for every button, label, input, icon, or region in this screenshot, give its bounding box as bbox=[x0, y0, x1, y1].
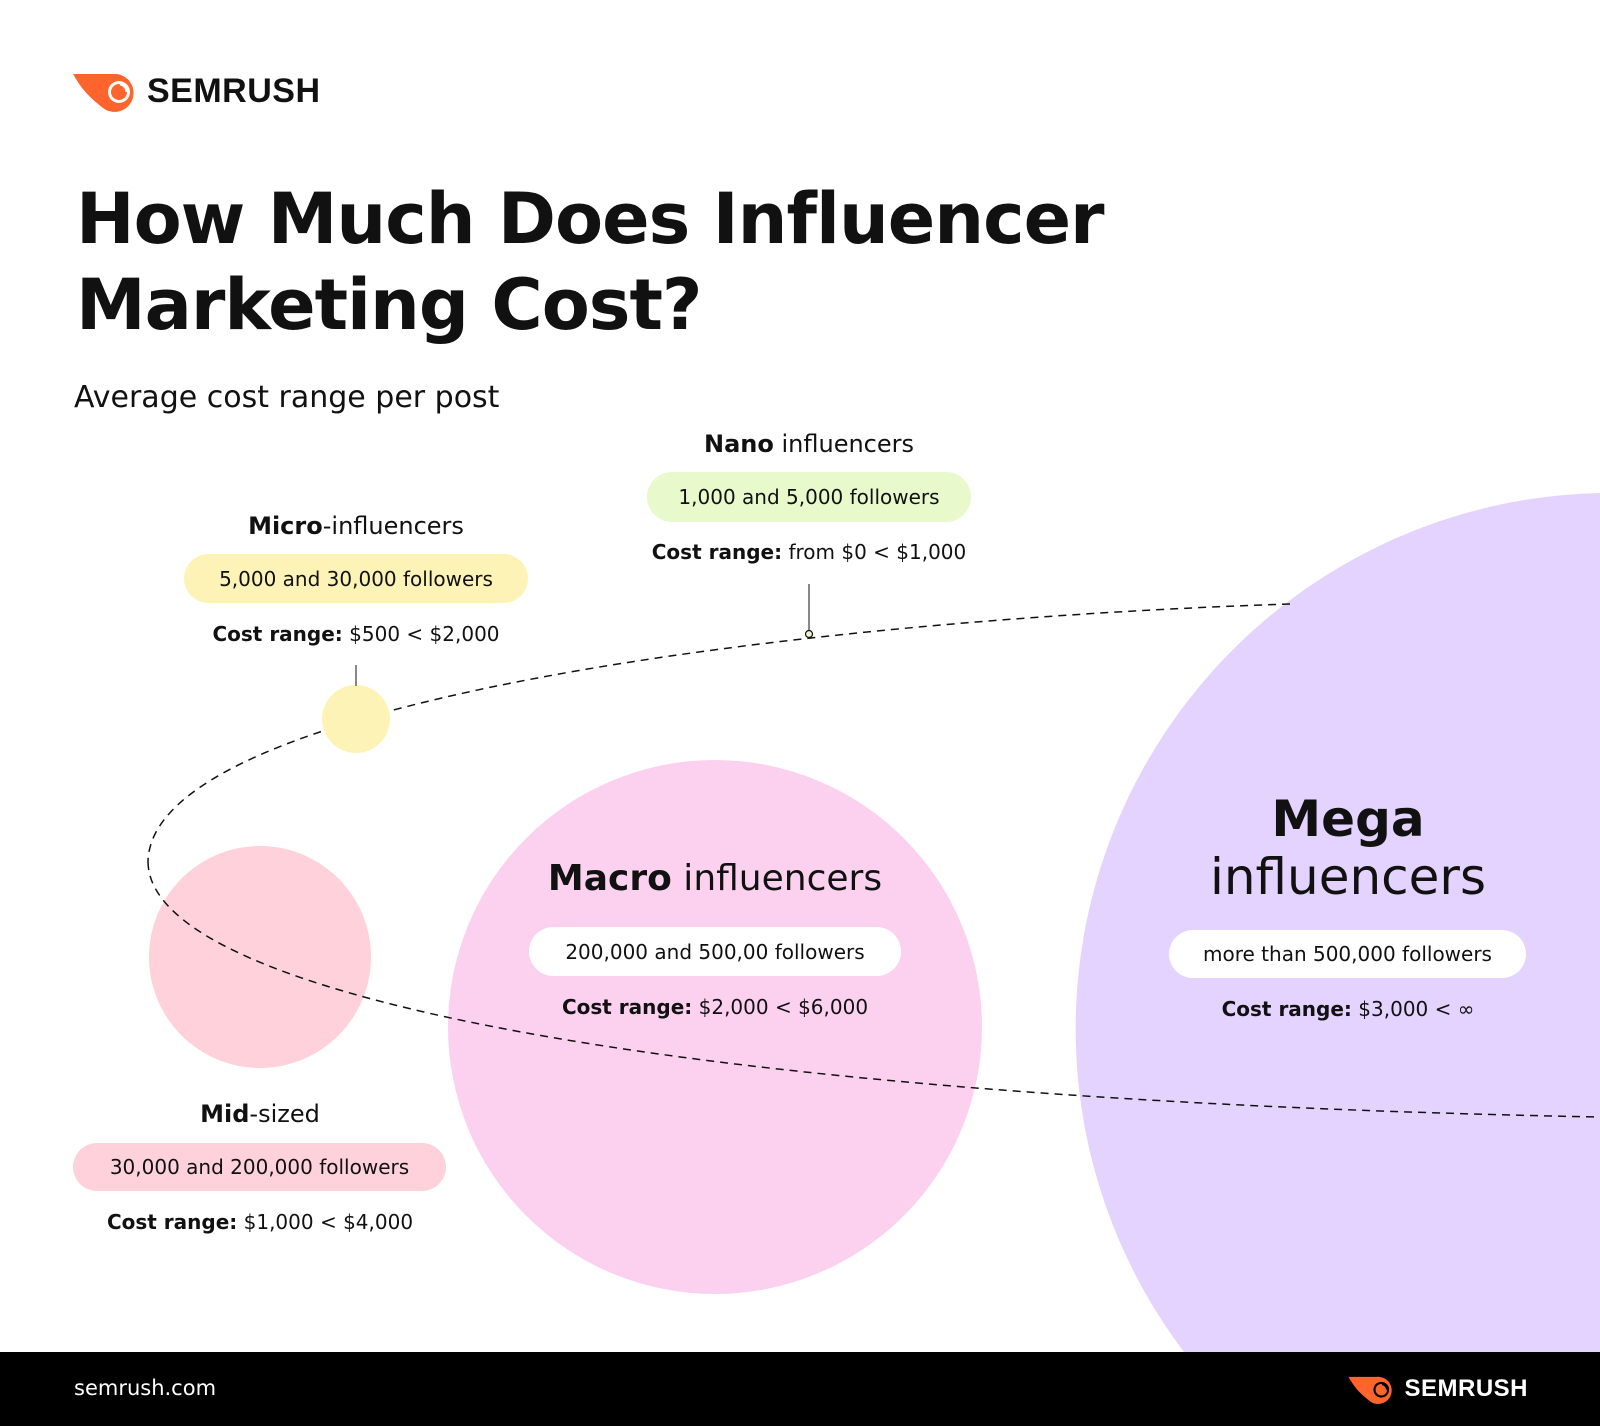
macro-cost: Cost range: $2,000 < $6,000 bbox=[561, 995, 869, 1019]
mega-circle bbox=[1075, 493, 1600, 1352]
semrush-flame-icon bbox=[1348, 1376, 1393, 1404]
mid-circle bbox=[149, 846, 371, 1068]
micro-cost: Cost range: $500 < $2,000 bbox=[212, 622, 500, 646]
mid-cost: Cost range: $1,000 < $4,000 bbox=[106, 1210, 414, 1234]
nano-followers-pill: 1,000 and 5,000 followers bbox=[647, 472, 971, 522]
logo-wordmark: SEMRUSH bbox=[147, 71, 321, 110]
nano-point bbox=[804, 629, 814, 639]
macro-label: Macro influencers bbox=[547, 858, 883, 899]
mega-followers-pill: more than 500,000 followers bbox=[1169, 930, 1526, 978]
micro-followers-pill: 5,000 and 30,000 followers bbox=[184, 554, 528, 603]
mid-followers-pill: 30,000 and 200,000 followers bbox=[73, 1143, 446, 1191]
mid-label: Mid-sized bbox=[200, 1100, 320, 1128]
mega-cost: Cost range: $3,000 < ∞ bbox=[1221, 997, 1475, 1021]
micro-label: Micro-influencers bbox=[248, 512, 464, 540]
dashed-orbit-bottom bbox=[147, 584, 1600, 1118]
mega-label: Mega influencers bbox=[1209, 790, 1487, 906]
footer-url[interactable]: semrush.com bbox=[74, 1376, 217, 1400]
nano-label: Nano influencers bbox=[703, 430, 915, 458]
page-subtitle: Average cost range per post bbox=[74, 380, 500, 415]
macro-circle bbox=[448, 760, 982, 1294]
semrush-logo: SEMRUSH bbox=[73, 70, 321, 112]
footer: semrush.com SEMRUSH bbox=[0, 1352, 1600, 1426]
footer-wordmark: SEMRUSH bbox=[1404, 1375, 1528, 1402]
micro-circle bbox=[322, 685, 390, 753]
nano-cost: Cost range: from $0 < $1,000 bbox=[651, 540, 967, 564]
macro-followers-pill: 200,000 and 500,00 followers bbox=[529, 927, 901, 976]
dashed-orbit-top bbox=[147, 603, 1291, 863]
semrush-flame-icon bbox=[73, 73, 134, 112]
page-title: How Much Does Influencer Marketing Cost? bbox=[76, 178, 1105, 346]
footer-logo: SEMRUSH bbox=[1348, 1374, 1528, 1404]
